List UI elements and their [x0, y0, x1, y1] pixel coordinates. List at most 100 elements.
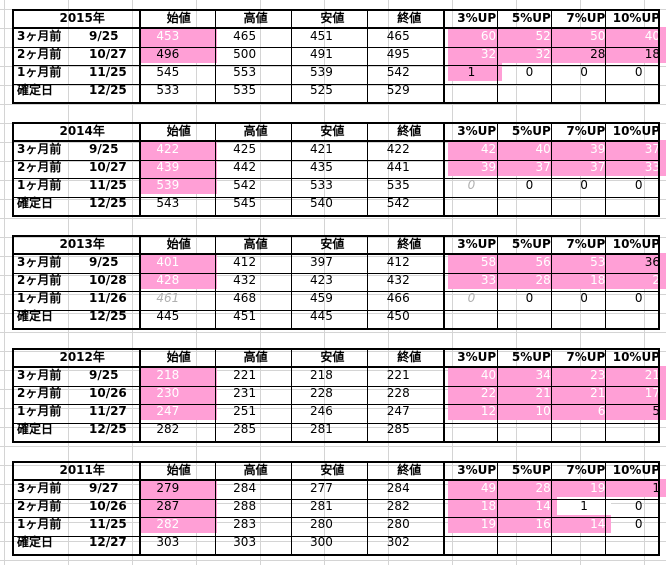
header-high[interactable]: 高値 [243, 463, 268, 477]
cell-p3up[interactable]: 39 [447, 158, 503, 176]
cell-close[interactable]: 465 [386, 29, 410, 43]
header-high[interactable]: 高値 [243, 124, 268, 138]
header-3up[interactable]: 3%UP [457, 11, 497, 25]
cell-open[interactable]: 230 [140, 384, 218, 402]
cell-high[interactable]: 500 [233, 47, 257, 61]
cell-high[interactable]: 412 [233, 255, 257, 269]
cell-open[interactable]: 401 [140, 253, 218, 271]
header-close[interactable]: 終値 [397, 124, 422, 138]
header-10up[interactable]: 10%UP [612, 350, 660, 364]
row-label[interactable]: 1ヶ月前 11/26 [12, 289, 140, 307]
cell-high[interactable]: 442 [233, 160, 257, 174]
cell-low[interactable]: 540 [309, 196, 333, 210]
year-label[interactable]: 2013年 [59, 237, 105, 251]
cell-close[interactable]: 221 [386, 368, 410, 382]
header-open[interactable]: 始値 [166, 350, 191, 364]
cell-p7up[interactable]: 6 [556, 402, 612, 420]
header-low[interactable]: 安値 [320, 124, 345, 138]
cell-open[interactable]: 461 [156, 291, 180, 305]
cell-open[interactable]: 218 [140, 366, 218, 384]
cell-low[interactable]: 539 [309, 65, 333, 79]
cell-high[interactable]: 553 [233, 65, 257, 79]
cell-p7up[interactable]: 21 [556, 384, 612, 402]
header-low[interactable]: 安値 [320, 11, 345, 25]
cell-p7up[interactable]: 53 [556, 253, 612, 271]
cell-p5up[interactable]: 10 [502, 402, 557, 420]
cell-open[interactable]: 439 [140, 158, 218, 176]
header-5up[interactable]: 5%UP [511, 124, 551, 138]
row-label[interactable]: 2ヶ月前 10/27 [12, 45, 140, 63]
cell-p7up[interactable]: 23 [556, 366, 612, 384]
header-3up[interactable]: 3%UP [457, 463, 497, 477]
cell-p3up[interactable]: 0 [467, 291, 476, 305]
header-3up[interactable]: 3%UP [457, 350, 497, 364]
cell-p5up[interactable]: 21 [502, 384, 557, 402]
cell-high[interactable]: 284 [233, 481, 257, 495]
cell-close[interactable]: 466 [386, 291, 410, 305]
cell-low[interactable]: 491 [309, 47, 333, 61]
cell-low[interactable]: 281 [309, 499, 333, 513]
cell-open[interactable]: 282 [156, 422, 180, 436]
cell-high[interactable]: 303 [233, 535, 257, 549]
cell-low[interactable]: 445 [309, 309, 333, 323]
year-label[interactable]: 2014年 [59, 124, 105, 138]
header-close[interactable]: 終値 [397, 237, 422, 251]
cell-high[interactable]: 231 [233, 386, 257, 400]
header-5up[interactable]: 5%UP [511, 11, 551, 25]
header-high[interactable]: 高値 [243, 350, 268, 364]
cell-p10up[interactable]: 40 [611, 27, 666, 45]
cell-close[interactable]: 228 [386, 386, 410, 400]
cell-low[interactable]: 451 [309, 29, 333, 43]
row-label[interactable]: 確定日 12/25 [12, 194, 140, 212]
cell-p3up[interactable]: 49 [447, 479, 503, 497]
cell-open[interactable]: 303 [156, 535, 180, 549]
row-label[interactable]: 2ヶ月前 10/26 [12, 384, 140, 402]
cell-open[interactable]: 422 [140, 140, 218, 158]
row-label[interactable]: 3ヶ月前 9/25 [12, 253, 140, 271]
cell-p7up[interactable]: 19 [556, 479, 612, 497]
cell-p5up[interactable]: 16 [502, 515, 557, 533]
header-7up[interactable]: 7%UP [566, 11, 606, 25]
cell-close[interactable]: 280 [386, 517, 410, 531]
header-10up[interactable]: 10%UP [612, 124, 660, 138]
cell-p10up[interactable]: 1 [611, 479, 666, 497]
cell-p5up[interactable]: 52 [502, 27, 557, 45]
cell-low[interactable]: 397 [309, 255, 333, 269]
cell-p7up[interactable]: 28 [556, 45, 612, 63]
cell-p5up[interactable]: 0 [525, 65, 534, 79]
row-label[interactable]: 確定日 12/25 [12, 307, 140, 325]
cell-p10up[interactable]: 0 [634, 178, 643, 192]
cell-close[interactable]: 535 [386, 178, 410, 192]
cell-p5up[interactable]: 14 [502, 497, 557, 515]
cell-close[interactable]: 247 [386, 404, 410, 418]
cell-open[interactable]: 543 [156, 196, 180, 210]
row-label[interactable]: 3ヶ月前 9/25 [12, 27, 140, 45]
cell-p7up[interactable]: 0 [580, 65, 588, 79]
cell-high[interactable]: 283 [233, 517, 257, 531]
cell-p5up[interactable]: 28 [502, 479, 557, 497]
cell-p3up[interactable]: 18 [447, 497, 503, 515]
header-3up[interactable]: 3%UP [457, 124, 497, 138]
cell-p5up[interactable]: 56 [502, 253, 557, 271]
cell-low[interactable]: 300 [309, 535, 333, 549]
cell-p7up[interactable]: 1 [556, 497, 612, 515]
row-label[interactable]: 確定日 12/25 [12, 81, 140, 99]
row-label[interactable]: 2ヶ月前 10/26 [12, 497, 140, 515]
cell-p5up[interactable]: 37 [502, 158, 557, 176]
row-label[interactable]: 1ヶ月前 11/27 [12, 402, 140, 420]
cell-p5up[interactable]: 34 [502, 366, 557, 384]
cell-high[interactable]: 221 [233, 368, 257, 382]
header-low[interactable]: 安値 [320, 463, 345, 477]
cell-high[interactable]: 465 [233, 29, 257, 43]
cell-p3up[interactable]: 60 [447, 27, 503, 45]
cell-close[interactable]: 450 [386, 309, 410, 323]
row-label[interactable]: 3ヶ月前 9/25 [12, 366, 140, 384]
header-open[interactable]: 始値 [166, 463, 191, 477]
cell-open[interactable]: 539 [140, 176, 218, 194]
cell-open[interactable]: 287 [140, 497, 218, 515]
cell-p10up[interactable]: 0 [634, 291, 643, 305]
cell-low[interactable]: 459 [309, 291, 333, 305]
cell-p3up[interactable]: 19 [447, 515, 503, 533]
cell-high[interactable]: 251 [233, 404, 257, 418]
cell-p7up[interactable]: 50 [556, 27, 612, 45]
